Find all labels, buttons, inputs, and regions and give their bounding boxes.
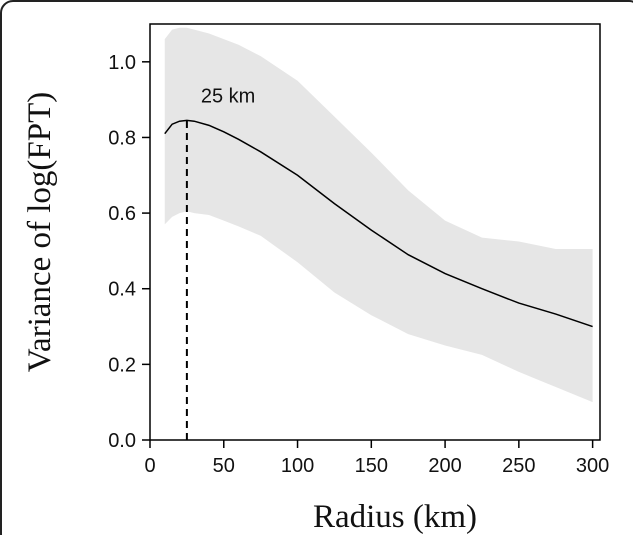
y-tick-label: 0.0: [108, 430, 136, 452]
x-tick-label: 250: [502, 455, 535, 477]
y-tick-label: 0.2: [108, 354, 136, 376]
plot-border: [149, 23, 601, 441]
x-axis-title: Radius (km): [313, 499, 477, 535]
y-tick-label: 1.0: [108, 52, 136, 74]
x-tick-label: 200: [428, 455, 461, 477]
y-tick-label: 0.8: [108, 127, 136, 149]
variance-line: [164, 119, 593, 328]
x-tick-label: 300: [576, 455, 609, 477]
x-tick-label: 50: [213, 455, 235, 477]
x-tick-label: 100: [281, 455, 314, 477]
x-tick-label: 150: [355, 455, 388, 477]
y-tick-label: 0.6: [108, 203, 136, 225]
y-axis-title: Variance of log(FPT): [22, 92, 58, 372]
peak-annotation: 25 km: [201, 85, 255, 107]
x-tick-label: 0: [144, 455, 155, 477]
confidence-band: [164, 27, 593, 403]
y-tick-label: 0.4: [108, 279, 136, 301]
